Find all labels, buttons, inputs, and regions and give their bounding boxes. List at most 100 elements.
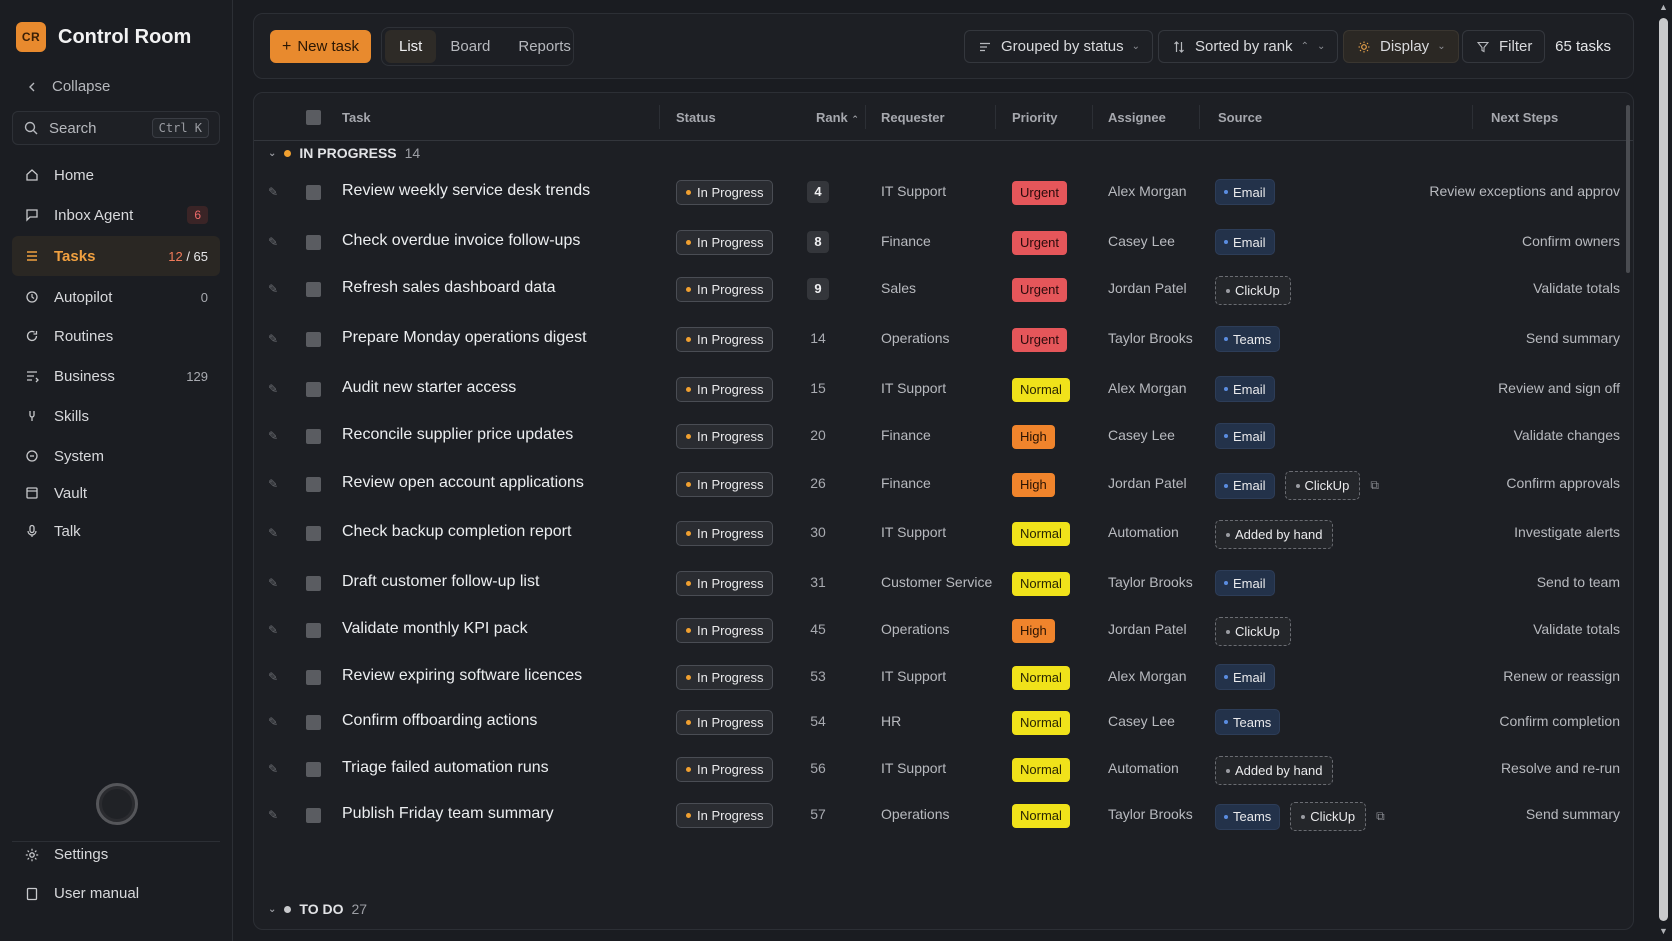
settings-link[interactable]: Settings	[24, 846, 108, 863]
assignee[interactable]: Jordan Patel	[1108, 280, 1187, 296]
row-checkbox[interactable]	[306, 235, 321, 250]
column-priority[interactable]: Priority	[1012, 110, 1058, 125]
pencil-icon[interactable]: ✎	[268, 808, 279, 822]
pencil-icon[interactable]: ✎	[268, 762, 279, 776]
status-badge[interactable]: In Progress	[676, 377, 774, 402]
task-title[interactable]: Prepare Monday operations digest	[342, 329, 587, 346]
assignee[interactable]: Taylor Brooks	[1108, 806, 1193, 822]
row-checkbox[interactable]	[306, 332, 321, 347]
priority-badge[interactable]: Normal	[1012, 666, 1070, 690]
sidebar-item-home[interactable]: Home	[12, 155, 220, 195]
search-input[interactable]: Search Ctrl K	[12, 111, 220, 145]
sidebar-item-inbox-agent[interactable]: Inbox Agent 6	[12, 195, 220, 235]
assignee[interactable]: Jordan Patel	[1108, 475, 1187, 491]
table-row[interactable]: ✎ Check overdue invoice follow-ups In Prog…	[254, 218, 1633, 268]
status-badge[interactable]: In Progress	[676, 757, 774, 782]
sidebar-item-tasks[interactable]: Tasks 12 / 65	[12, 236, 220, 276]
display-button[interactable]: Display ⌄	[1343, 30, 1459, 63]
column-assignee[interactable]: Assignee	[1108, 110, 1166, 125]
sidebar-item-routines[interactable]: Routines	[12, 316, 220, 356]
task-title[interactable]: Refresh sales dashboard data	[342, 279, 556, 296]
status-badge[interactable]: In Progress	[676, 424, 774, 449]
priority-badge[interactable]: Urgent	[1012, 278, 1068, 302]
status-badge[interactable]: In Progress	[676, 571, 774, 596]
assignee[interactable]: Taylor Brooks	[1108, 574, 1193, 590]
row-checkbox[interactable]	[306, 808, 321, 823]
priority-badge[interactable]: Urgent	[1012, 181, 1068, 205]
assignee[interactable]: Casey Lee	[1108, 427, 1175, 443]
assignee[interactable]: Casey Lee	[1108, 233, 1175, 249]
table-row[interactable]: ✎ Triage failed automation runs In Progres…	[254, 745, 1633, 795]
group-header-in-progress[interactable]: ⌄ IN PROGRESS 14	[268, 145, 420, 161]
status-badge[interactable]: In Progress	[676, 472, 774, 497]
table-row[interactable]: ✎ Refresh sales dashboard data In Progress…	[254, 265, 1633, 315]
table-row[interactable]: ✎ Check backup completion report In Progre…	[254, 509, 1633, 559]
assignee[interactable]: Alex Morgan	[1108, 668, 1187, 684]
assignee[interactable]: Alex Morgan	[1108, 380, 1187, 396]
status-badge[interactable]: In Progress	[676, 327, 774, 352]
source-badge[interactable]: Email	[1215, 472, 1275, 499]
group-header-to-do[interactable]: ⌄ TO DO 27	[268, 901, 367, 917]
sidebar-item-business[interactable]: Business 129	[12, 356, 220, 396]
priority-badge[interactable]: Normal	[1012, 572, 1070, 596]
task-title[interactable]: Review expiring software licences	[342, 667, 583, 684]
source-badge[interactable]: Teams	[1215, 803, 1281, 830]
table-row[interactable]: ✎ Validate monthly KPI pack In Progress 45 O…	[254, 606, 1633, 656]
group-by-button[interactable]: Grouped by status ⌄	[964, 30, 1153, 63]
table-row[interactable]: ✎ Reconcile supplier price updates In Prog…	[254, 412, 1633, 462]
source-badge[interactable]: Email	[1215, 570, 1275, 596]
source-badge[interactable]: Email	[1215, 423, 1275, 449]
column-source[interactable]: Source	[1218, 110, 1263, 125]
status-badge[interactable]: In Progress	[676, 618, 774, 643]
task-title[interactable]: Draft customer follow-up list	[342, 573, 540, 590]
status-badge[interactable]: In Progress	[676, 277, 774, 302]
row-checkbox[interactable]	[306, 185, 321, 200]
priority-badge[interactable]: Normal	[1012, 711, 1070, 735]
table-row[interactable]: ✎ Review open account applications In Prog…	[254, 460, 1633, 510]
external-link-icon[interactable]: ⧉	[1376, 809, 1385, 823]
status-badge[interactable]: In Progress	[676, 710, 774, 735]
window-scroll-thumb[interactable]	[1659, 18, 1668, 921]
status-badge[interactable]: In Progress	[676, 803, 774, 828]
source-badge[interactable]: Email	[1215, 664, 1275, 690]
sort-button[interactable]: Sorted by rank ⌃ ⌄	[1158, 30, 1339, 63]
table-row[interactable]: ✎ Review expiring software licences In Pro…	[254, 653, 1633, 703]
task-title[interactable]: Review open account applications	[342, 474, 584, 491]
sidebar-item-vault[interactable]: Vault	[12, 473, 220, 513]
priority-badge[interactable]: High	[1012, 619, 1055, 643]
pencil-icon[interactable]: ✎	[268, 282, 279, 296]
row-checkbox[interactable]	[306, 576, 321, 591]
sidebar-item-autopilot[interactable]: Autopilot 0	[12, 277, 220, 317]
select-all-checkbox[interactable]	[306, 110, 321, 125]
task-title[interactable]: Triage failed automation runs	[342, 759, 549, 776]
pencil-icon[interactable]: ✎	[268, 670, 279, 684]
priority-badge[interactable]: Normal	[1012, 378, 1070, 402]
status-badge[interactable]: In Progress	[676, 521, 774, 546]
window-scrollbar[interactable]: ▲ ▼	[1655, 0, 1672, 941]
brand[interactable]: CR Control Room	[16, 22, 191, 52]
external-link-icon[interactable]: ⧉	[1370, 478, 1379, 492]
collapse-button[interactable]: Collapse	[24, 78, 110, 95]
pencil-icon[interactable]: ✎	[268, 382, 279, 396]
task-title[interactable]: Publish Friday team summary	[342, 805, 554, 822]
priority-badge[interactable]: High	[1012, 425, 1055, 449]
pencil-icon[interactable]: ✎	[268, 576, 279, 590]
filter-button[interactable]: Filter	[1462, 30, 1546, 63]
priority-badge[interactable]: Urgent	[1012, 328, 1068, 352]
tab-reports[interactable]: Reports	[518, 38, 571, 55]
pencil-icon[interactable]: ✎	[268, 235, 279, 249]
task-title[interactable]: Reconcile supplier price updates	[342, 426, 574, 443]
task-title[interactable]: Confirm offboarding actions	[342, 712, 538, 729]
column-requester[interactable]: Requester	[881, 110, 945, 125]
scroll-up-icon[interactable]: ▲	[1659, 2, 1668, 12]
pencil-icon[interactable]: ✎	[268, 526, 279, 540]
table-row[interactable]: ✎ Prepare Monday operations digest In Prog…	[254, 315, 1633, 365]
source-badge[interactable]: ClickUp	[1215, 276, 1291, 305]
pencil-icon[interactable]: ✎	[268, 332, 279, 346]
user-manual-link[interactable]: User manual	[24, 885, 139, 902]
table-scrollbar[interactable]	[1626, 105, 1630, 273]
task-title[interactable]: Validate monthly KPI pack	[342, 620, 528, 637]
table-row[interactable]: ✎ Publish Friday team summary In Progress 5…	[254, 791, 1633, 841]
row-checkbox[interactable]	[306, 526, 321, 541]
priority-badge[interactable]: Normal	[1012, 804, 1070, 828]
